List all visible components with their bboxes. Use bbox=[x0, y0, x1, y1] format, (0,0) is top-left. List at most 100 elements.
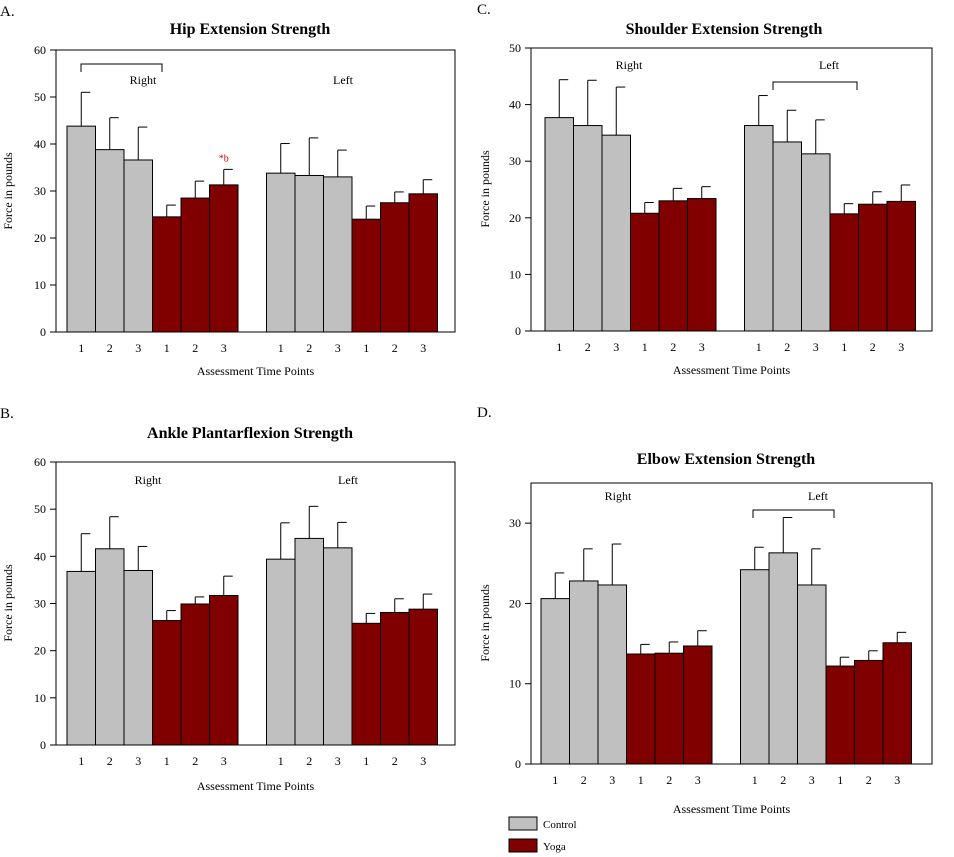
bar-yoga-left-2 bbox=[380, 202, 410, 333]
bar-yoga-left-1 bbox=[829, 213, 859, 332]
x-tick-label: 1 bbox=[837, 773, 843, 787]
x-axis-label: Assessment Time Points bbox=[197, 779, 315, 793]
x-tick-label: 1 bbox=[278, 341, 284, 355]
significance-marker: *b bbox=[219, 153, 229, 164]
x-tick-label: 3 bbox=[813, 340, 819, 354]
y-tick-label: 60 bbox=[34, 43, 46, 57]
bar-yoga-left-2 bbox=[380, 611, 410, 746]
x-tick-label: 3 bbox=[420, 754, 426, 768]
x-tick-label: 3 bbox=[335, 341, 341, 355]
chart-panel-d: D. Elbow Extension Strength 0 10 20 30 Force i… bbox=[477, 405, 933, 816]
x-tick-label: 2 bbox=[192, 754, 198, 768]
y-tick-label: 30 bbox=[34, 597, 46, 611]
legend-swatch-control bbox=[508, 816, 538, 831]
x-tick-label: 3 bbox=[135, 754, 141, 768]
y-tick-label: 40 bbox=[34, 549, 46, 563]
x-tick-label: 3 bbox=[613, 340, 619, 354]
bar-control-right-1 bbox=[66, 570, 96, 746]
x-tick-label: 2 bbox=[784, 340, 790, 354]
bar-control-left-1 bbox=[266, 172, 296, 333]
chart-panel-a: A. Hip Extension Strength 0 10 20 30 40 50 60 For… bbox=[0, 4, 456, 378]
x-axis-label: Assessment Time Points bbox=[197, 364, 315, 378]
x-tick-label: 2 bbox=[780, 773, 786, 787]
x-tick-label: 3 bbox=[894, 773, 900, 787]
y-tick-label: 50 bbox=[34, 502, 46, 516]
plot-frame bbox=[530, 482, 933, 765]
x-tick-label: 3 bbox=[420, 341, 426, 355]
bar-yoga-right-2 bbox=[658, 200, 688, 332]
x-tick-label: 2 bbox=[192, 341, 198, 355]
x-tick-label: 1 bbox=[756, 340, 762, 354]
side-label-left: Left bbox=[819, 58, 840, 72]
legend-label-yoga: Yoga bbox=[543, 841, 566, 853]
y-tick-label: 60 bbox=[34, 455, 46, 469]
x-tick-label: 2 bbox=[870, 340, 876, 354]
bar-yoga-right-3 bbox=[683, 645, 713, 765]
bar-yoga-right-3 bbox=[687, 198, 717, 332]
x-tick-label: 3 bbox=[609, 773, 615, 787]
y-tick-label: 30 bbox=[509, 154, 521, 168]
x-tick-label: 1 bbox=[78, 341, 84, 355]
chart-title: Hip Extension Strength bbox=[170, 21, 331, 38]
bar-control-right-2 bbox=[569, 580, 599, 765]
x-tick-label: 1 bbox=[278, 754, 284, 768]
chart-panel-b: B. Ankle Plantarflexion Strength 0 10 20 30 40… bbox=[0, 406, 456, 793]
y-tick-label: 40 bbox=[34, 137, 46, 151]
x-axis-label: Assessment Time Points bbox=[673, 363, 791, 377]
x-tick-label: 1 bbox=[841, 340, 847, 354]
bar-control-left-3 bbox=[801, 153, 831, 332]
bar-yoga-left-1 bbox=[825, 665, 855, 765]
y-tick-label: 0 bbox=[515, 324, 521, 338]
comparison-bracket bbox=[752, 509, 835, 518]
x-tick-label: 1 bbox=[638, 773, 644, 787]
comparison-bracket bbox=[80, 63, 163, 72]
panel-letter: A. bbox=[0, 4, 15, 20]
y-tick-label: 30 bbox=[34, 184, 46, 198]
side-label-left: Left bbox=[808, 489, 829, 503]
y-tick-label: 20 bbox=[34, 231, 46, 245]
bar-yoga-right-1 bbox=[152, 216, 182, 333]
y-axis-label: Force in pounds bbox=[478, 584, 492, 662]
chart-panel-c: C. Shoulder Extension Strength 0 10 20 30 40 50… bbox=[477, 2, 933, 377]
x-tick-label: 2 bbox=[107, 754, 113, 768]
y-tick-label: 0 bbox=[40, 325, 46, 339]
side-label-right: Right bbox=[616, 58, 643, 72]
y-tick-label: 50 bbox=[34, 90, 46, 104]
bar-yoga-left-3 bbox=[408, 608, 438, 746]
x-tick-label: 2 bbox=[585, 340, 591, 354]
side-label-left: Left bbox=[333, 73, 354, 87]
bar-yoga-right-3 bbox=[209, 184, 239, 333]
bar-control-left-1 bbox=[740, 569, 770, 765]
x-axis-label: Assessment Time Points bbox=[673, 802, 791, 816]
bar-control-left-1 bbox=[744, 125, 774, 332]
x-tick-label: 1 bbox=[642, 340, 648, 354]
x-tick-label: 1 bbox=[363, 341, 369, 355]
bar-yoga-right-2 bbox=[654, 652, 684, 765]
bar-yoga-left-3 bbox=[408, 193, 438, 333]
x-tick-label: 1 bbox=[552, 773, 558, 787]
bar-yoga-left-2 bbox=[858, 203, 888, 332]
panel-letter: C. bbox=[477, 2, 491, 18]
chart-title: Elbow Extension Strength bbox=[637, 451, 816, 468]
plot-frame bbox=[530, 47, 933, 332]
bar-control-left-3 bbox=[797, 584, 827, 765]
x-tick-label: 2 bbox=[306, 754, 312, 768]
y-tick-label: 20 bbox=[509, 211, 521, 225]
bar-yoga-left-2 bbox=[854, 659, 884, 765]
y-tick-label: 0 bbox=[40, 738, 46, 752]
side-label-left: Left bbox=[338, 473, 359, 487]
x-tick-label: 1 bbox=[363, 754, 369, 768]
x-tick-label: 2 bbox=[107, 341, 113, 355]
x-tick-label: 1 bbox=[164, 754, 170, 768]
legend-label-control: Control bbox=[543, 819, 577, 831]
bar-control-right-1 bbox=[544, 117, 574, 332]
bar-yoga-left-3 bbox=[886, 200, 916, 332]
bar-yoga-right-2 bbox=[180, 197, 210, 333]
x-tick-label: 2 bbox=[666, 773, 672, 787]
x-tick-label: 2 bbox=[392, 754, 398, 768]
y-axis-label: Force in pounds bbox=[478, 150, 492, 228]
bar-yoga-left-1 bbox=[351, 218, 381, 333]
bar-yoga-right-1 bbox=[152, 619, 182, 746]
x-tick-label: 2 bbox=[581, 773, 587, 787]
